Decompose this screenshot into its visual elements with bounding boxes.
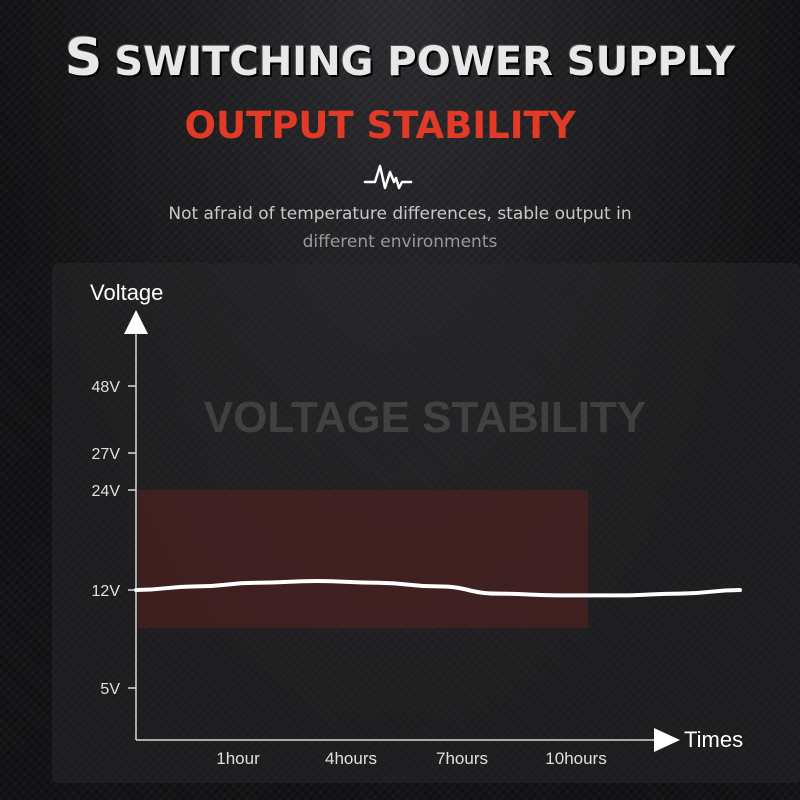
section-subtitle: OUTPUT STABILITY — [184, 104, 576, 147]
chart-watermark: VOLTAGE STABILITY — [204, 393, 646, 442]
series-line-voltage — [134, 578, 742, 598]
x-tick-label: 1hour — [216, 749, 260, 768]
x-tick-label: 7hours — [436, 749, 488, 768]
y-tick-label: 27V — [92, 446, 121, 463]
x-tick-label: 10hours — [545, 749, 606, 768]
x-tick-label: 4hours — [325, 749, 377, 768]
y-tick-label: 24V — [92, 483, 121, 500]
x-axis-arrow — [654, 728, 680, 752]
y-tick-label: 5V — [100, 681, 120, 698]
description-line-1: Not afraid of temperature differences, s… — [168, 204, 632, 224]
y-axis-label: Voltage — [90, 280, 163, 305]
title-initial: S — [64, 28, 103, 88]
y-tick-label: 12V — [92, 583, 121, 600]
description: Not afraid of temperature differences, s… — [0, 200, 800, 256]
description-line-2: different environments — [302, 232, 498, 252]
y-tick-label: 48V — [92, 379, 121, 396]
title-text: SWITCHING POWER SUPPLY — [114, 39, 736, 85]
voltage-band — [138, 490, 588, 628]
y-axis-arrow — [124, 310, 148, 334]
x-axis-label: Times — [684, 727, 743, 752]
pulse-wave-icon — [363, 164, 413, 190]
page-title: S SWITCHING POWER SUPPLY — [0, 28, 800, 88]
